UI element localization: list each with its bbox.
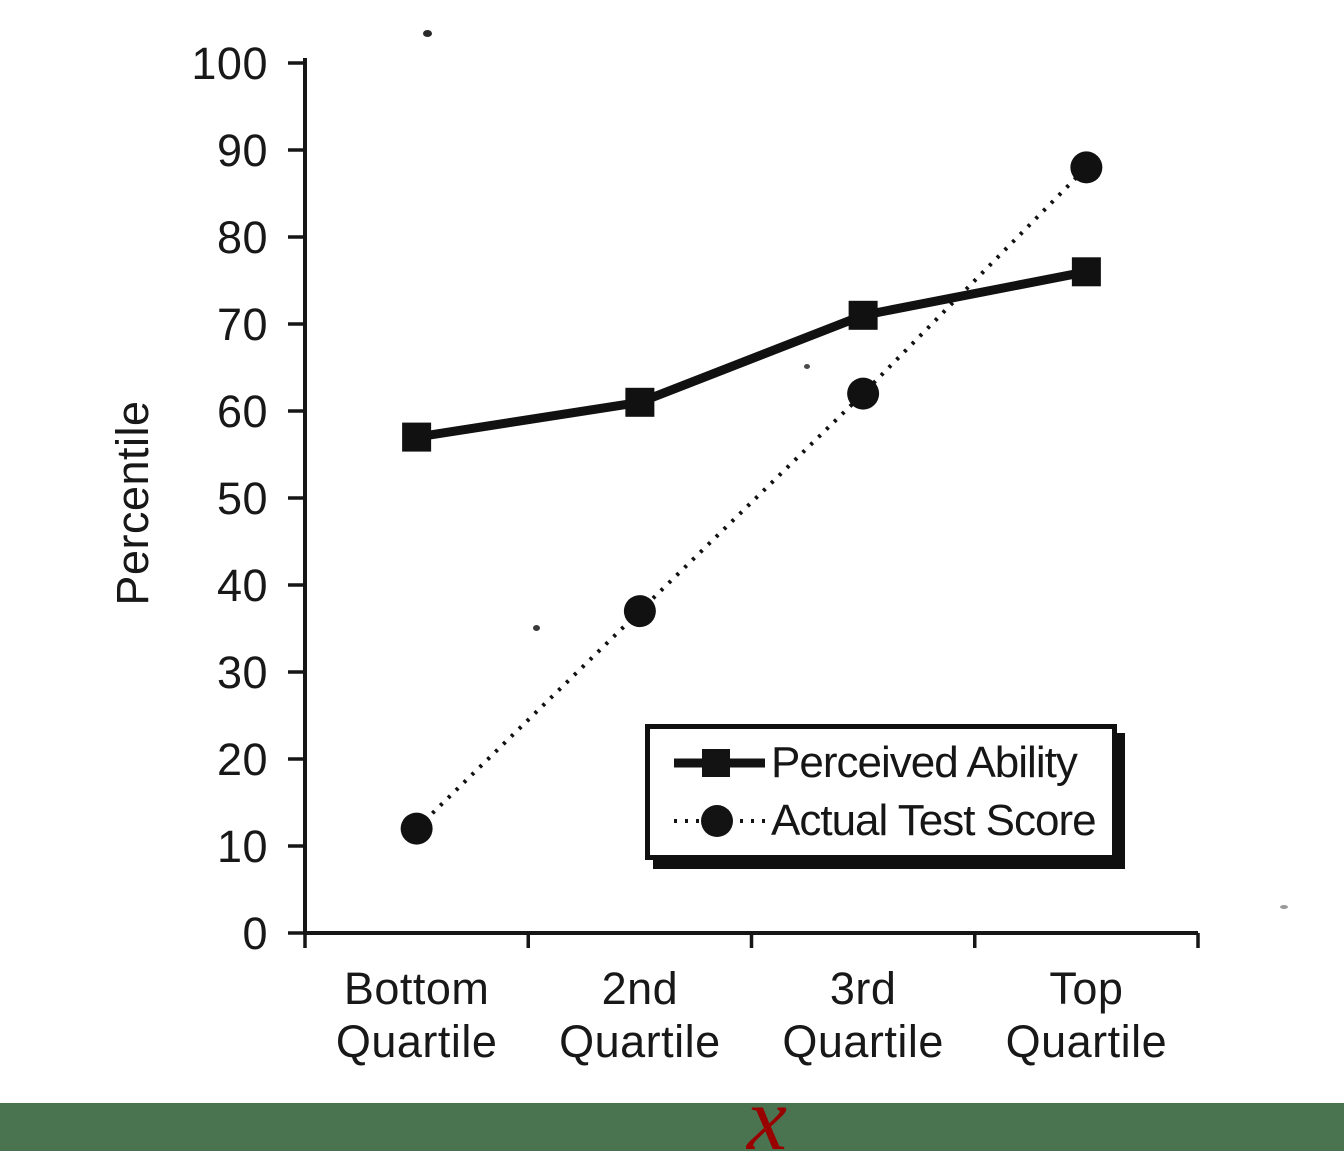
legend-marker-circle-icon (674, 805, 765, 837)
legend-label-perceived-ability: Perceived Ability (771, 738, 1078, 787)
scan-speck (1280, 905, 1288, 909)
y-tick-label: 30 (217, 647, 268, 698)
series-line-actual-test-score (415, 165, 1088, 831)
chart-legend: Perceived Ability Actual Test Score (645, 724, 1117, 860)
x-category-label: Bottom Quartile (336, 963, 498, 1067)
red-cursor-x: x (747, 1070, 787, 1169)
y-tick-label: 60 (217, 386, 268, 437)
y-tick-label: 20 (217, 734, 268, 785)
x-category-label: 3rd Quartile (782, 963, 944, 1067)
dunning-kruger-chart: 0 10 20 30 40 50 60 70 80 90 100 Bottom Quartile 2nd Q… (107, 38, 1200, 1067)
marker-square-perceived-ability (625, 387, 655, 417)
y-tick-label: 50 (217, 473, 268, 524)
marker-square-perceived-ability (848, 300, 878, 330)
y-tick-label: 70 (217, 299, 268, 350)
scan-speck (533, 625, 540, 631)
legend-item-actual-test-score: Actual Test Score (672, 796, 1112, 845)
y-tick-label: 10 (217, 821, 268, 872)
marker-circle-actual-test-score (623, 595, 656, 628)
x-category-label: Top Quartile (1006, 963, 1168, 1067)
x-category-label: 2nd Quartile (559, 963, 721, 1067)
legend-marker-square-icon (674, 749, 765, 777)
marker-circle-actual-test-score (400, 812, 433, 845)
y-tick-label: 40 (217, 560, 268, 611)
series-line-perceived-ability (415, 267, 1088, 442)
marker-square-perceived-ability (1071, 257, 1101, 287)
y-axis-title: Percentile (107, 400, 158, 605)
y-tick-label: 100 (191, 38, 268, 89)
marker-circle-actual-test-score (1070, 151, 1103, 184)
marker-square-perceived-ability (402, 422, 432, 452)
y-tick-label: 0 (242, 908, 268, 959)
scan-speck (804, 364, 810, 369)
legend-item-perceived-ability: Perceived Ability (672, 738, 1112, 787)
bottom-band: x (0, 1070, 1344, 1169)
legend-label-actual-test-score: Actual Test Score (771, 796, 1097, 845)
scan-speck (423, 30, 432, 37)
marker-circle-actual-test-score (847, 377, 880, 410)
y-tick-label: 90 (217, 125, 268, 176)
y-tick-label: 80 (217, 212, 268, 263)
